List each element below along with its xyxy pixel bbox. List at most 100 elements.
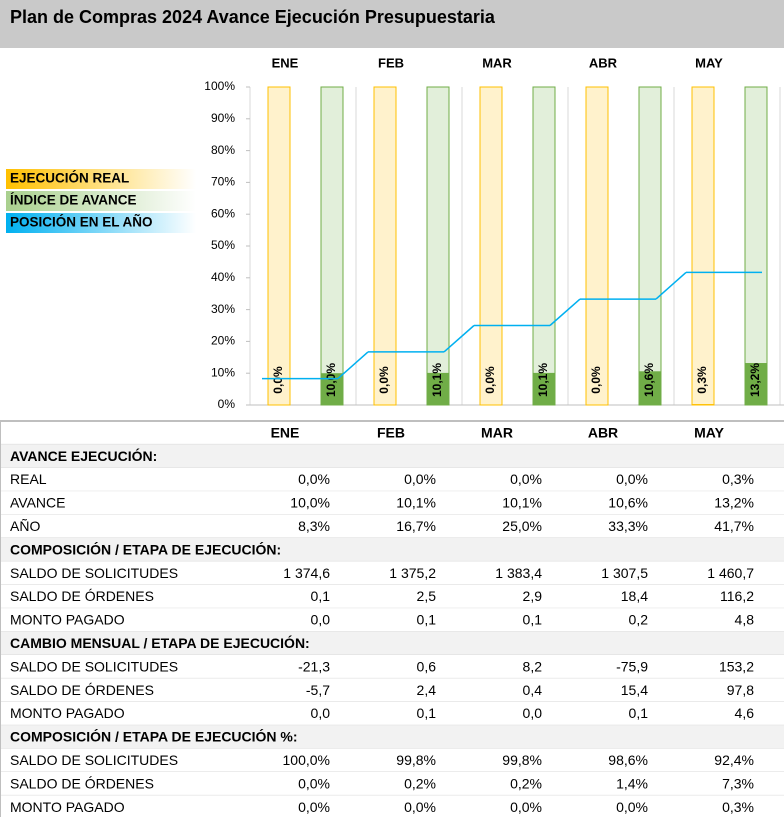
table-row bbox=[0, 725, 784, 749]
cell: 41,7% bbox=[714, 518, 754, 534]
cell: 2,4 bbox=[417, 682, 437, 698]
table-row bbox=[0, 421, 784, 445]
data-label: 0,0% bbox=[483, 366, 497, 394]
cell: 25,0% bbox=[502, 518, 542, 534]
cell: 0,1 bbox=[311, 588, 331, 604]
y-tick-label: 50% bbox=[211, 238, 235, 252]
cell: 0,0% bbox=[404, 471, 436, 487]
bar-background bbox=[691, 86, 715, 406]
table-row bbox=[0, 514, 784, 538]
data-label: 13,2% bbox=[748, 363, 762, 397]
table-row bbox=[0, 444, 784, 468]
table-row bbox=[0, 491, 784, 515]
y-tick-label: 10% bbox=[211, 365, 235, 379]
cell: 15,4 bbox=[621, 682, 648, 698]
cell: 2,5 bbox=[417, 588, 437, 604]
row-label: SALDO DE ÓRDENES bbox=[10, 588, 154, 604]
cell: 10,1% bbox=[396, 495, 436, 511]
cell: 33,3% bbox=[608, 518, 648, 534]
legend-label: ÍNDICE DE AVANCE bbox=[10, 193, 137, 208]
cell: 2,9 bbox=[523, 588, 543, 604]
legend-label: POSICIÓN EN EL AÑO bbox=[10, 215, 153, 230]
bar bbox=[639, 371, 661, 405]
cell: 99,8% bbox=[502, 752, 542, 768]
cell: 4,8 bbox=[735, 612, 755, 628]
bar-background bbox=[744, 86, 768, 406]
cell: 8,3% bbox=[298, 518, 330, 534]
category-label: ENE bbox=[272, 55, 299, 70]
table-header: MAY bbox=[694, 424, 724, 440]
cell: 0,1 bbox=[629, 705, 649, 721]
cell: 116,2 bbox=[720, 588, 754, 604]
y-tick-label: 20% bbox=[211, 334, 235, 348]
bar bbox=[427, 372, 449, 405]
table-row bbox=[0, 795, 784, 817]
cell: 0,1 bbox=[417, 705, 437, 721]
cell: 0,0 bbox=[523, 705, 543, 721]
cell: 10,6% bbox=[608, 495, 648, 511]
data-label: 0,3% bbox=[695, 366, 709, 394]
cell: 0,0% bbox=[510, 799, 542, 815]
y-tick-label: 0% bbox=[218, 397, 236, 411]
cell: 0,1 bbox=[523, 612, 543, 628]
data-label: 10,6% bbox=[642, 363, 656, 397]
line-connector bbox=[337, 351, 369, 380]
category-label: ABR bbox=[589, 55, 618, 70]
bar-background bbox=[532, 86, 556, 406]
cell: 0,2% bbox=[404, 775, 436, 791]
cell: 4,6 bbox=[735, 705, 755, 721]
bar-background bbox=[320, 86, 344, 406]
cell: 0,0% bbox=[298, 471, 330, 487]
line-connector bbox=[549, 298, 581, 327]
row-label: SALDO DE ÓRDENES bbox=[10, 682, 154, 698]
title: Plan de Compras 2024 Avance Ejecución Pr… bbox=[10, 7, 496, 27]
line-connector bbox=[655, 271, 687, 300]
row-label: MONTO PAGADO bbox=[10, 799, 125, 815]
cell: 100,0% bbox=[283, 752, 330, 768]
table-row bbox=[0, 631, 784, 655]
section-title: AVANCE EJECUCIÓN: bbox=[10, 447, 157, 464]
y-tick-label: 80% bbox=[211, 143, 235, 157]
section-title: COMPOSICIÓN / ETAPA DE EJECUCIÓN %: bbox=[10, 728, 298, 745]
row-label: SALDO DE ÓRDENES bbox=[10, 775, 154, 791]
data-label: 0,0% bbox=[589, 366, 603, 394]
line-connector bbox=[443, 324, 475, 353]
cell: 0,0% bbox=[616, 471, 648, 487]
cell: 153,2 bbox=[719, 658, 754, 674]
y-tick-label: 40% bbox=[211, 270, 235, 284]
cell: 0,4 bbox=[523, 682, 543, 698]
y-tick-label: 60% bbox=[211, 206, 235, 220]
legend-box bbox=[6, 169, 196, 189]
bar-background bbox=[638, 86, 662, 406]
cell: 7,3% bbox=[722, 775, 754, 791]
cell: 13,2% bbox=[714, 495, 754, 511]
cell: 10,0% bbox=[290, 495, 330, 511]
cell: 0,0 bbox=[311, 612, 331, 628]
bar-background bbox=[267, 86, 291, 406]
cell: 98,6% bbox=[608, 752, 648, 768]
table-row bbox=[0, 655, 784, 679]
cell: 18,4 bbox=[621, 588, 648, 604]
table-header: FEB bbox=[377, 424, 405, 440]
cell: 0,2% bbox=[510, 775, 542, 791]
table-row bbox=[0, 538, 784, 562]
cell: 99,8% bbox=[396, 752, 436, 768]
row-label: SALDO DE SOLICITUDES bbox=[10, 565, 178, 581]
section-title: COMPOSICIÓN / ETAPA DE EJECUCIÓN: bbox=[10, 540, 281, 557]
cell: 10,1% bbox=[502, 495, 542, 511]
bar-background bbox=[426, 86, 450, 406]
table-row bbox=[0, 584, 784, 609]
legend-box bbox=[6, 191, 196, 211]
row-label: SALDO DE SOLICITUDES bbox=[10, 658, 178, 674]
row-label: MONTO PAGADO bbox=[10, 705, 125, 721]
data-label: 0,0% bbox=[377, 366, 391, 394]
y-tick-label: 90% bbox=[211, 111, 235, 125]
table-header: MAR bbox=[481, 424, 513, 440]
data-label: 10,1% bbox=[536, 363, 550, 397]
cell: 92,4% bbox=[714, 752, 754, 768]
table-header: ENE bbox=[271, 424, 300, 440]
y-tick-label: 100% bbox=[204, 79, 235, 93]
category-label: MAY bbox=[695, 55, 723, 70]
data-label: 0,0% bbox=[271, 366, 285, 394]
